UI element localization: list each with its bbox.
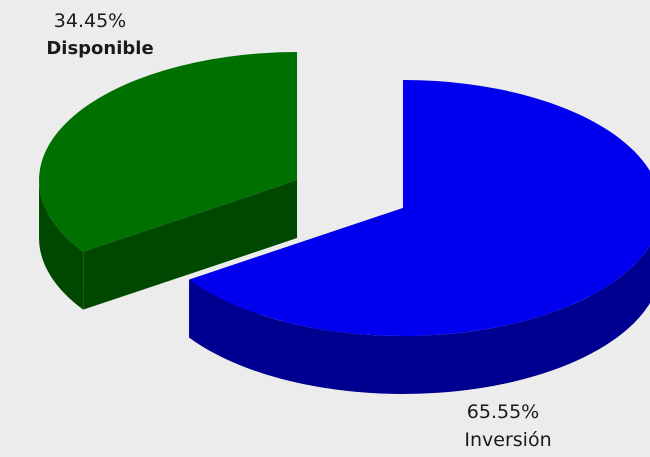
slice-top-inversin bbox=[189, 80, 650, 336]
slice-top-disponible bbox=[39, 52, 298, 252]
slice-label-disponible-percent: 34.45% bbox=[54, 10, 126, 32]
slice-side-disponible bbox=[39, 180, 84, 310]
slice-cut2-disponible bbox=[83, 180, 298, 310]
slice-label-inversion-name: Inversión bbox=[464, 429, 551, 451]
slice-disponible bbox=[39, 52, 298, 310]
slice-label-inversion-percent: 65.55% bbox=[467, 401, 539, 423]
slices-layer bbox=[39, 52, 650, 394]
slice-label-disponible-name: Disponible bbox=[46, 38, 153, 59]
slice-side-inversin bbox=[189, 244, 650, 394]
slice-inversin bbox=[189, 80, 650, 394]
